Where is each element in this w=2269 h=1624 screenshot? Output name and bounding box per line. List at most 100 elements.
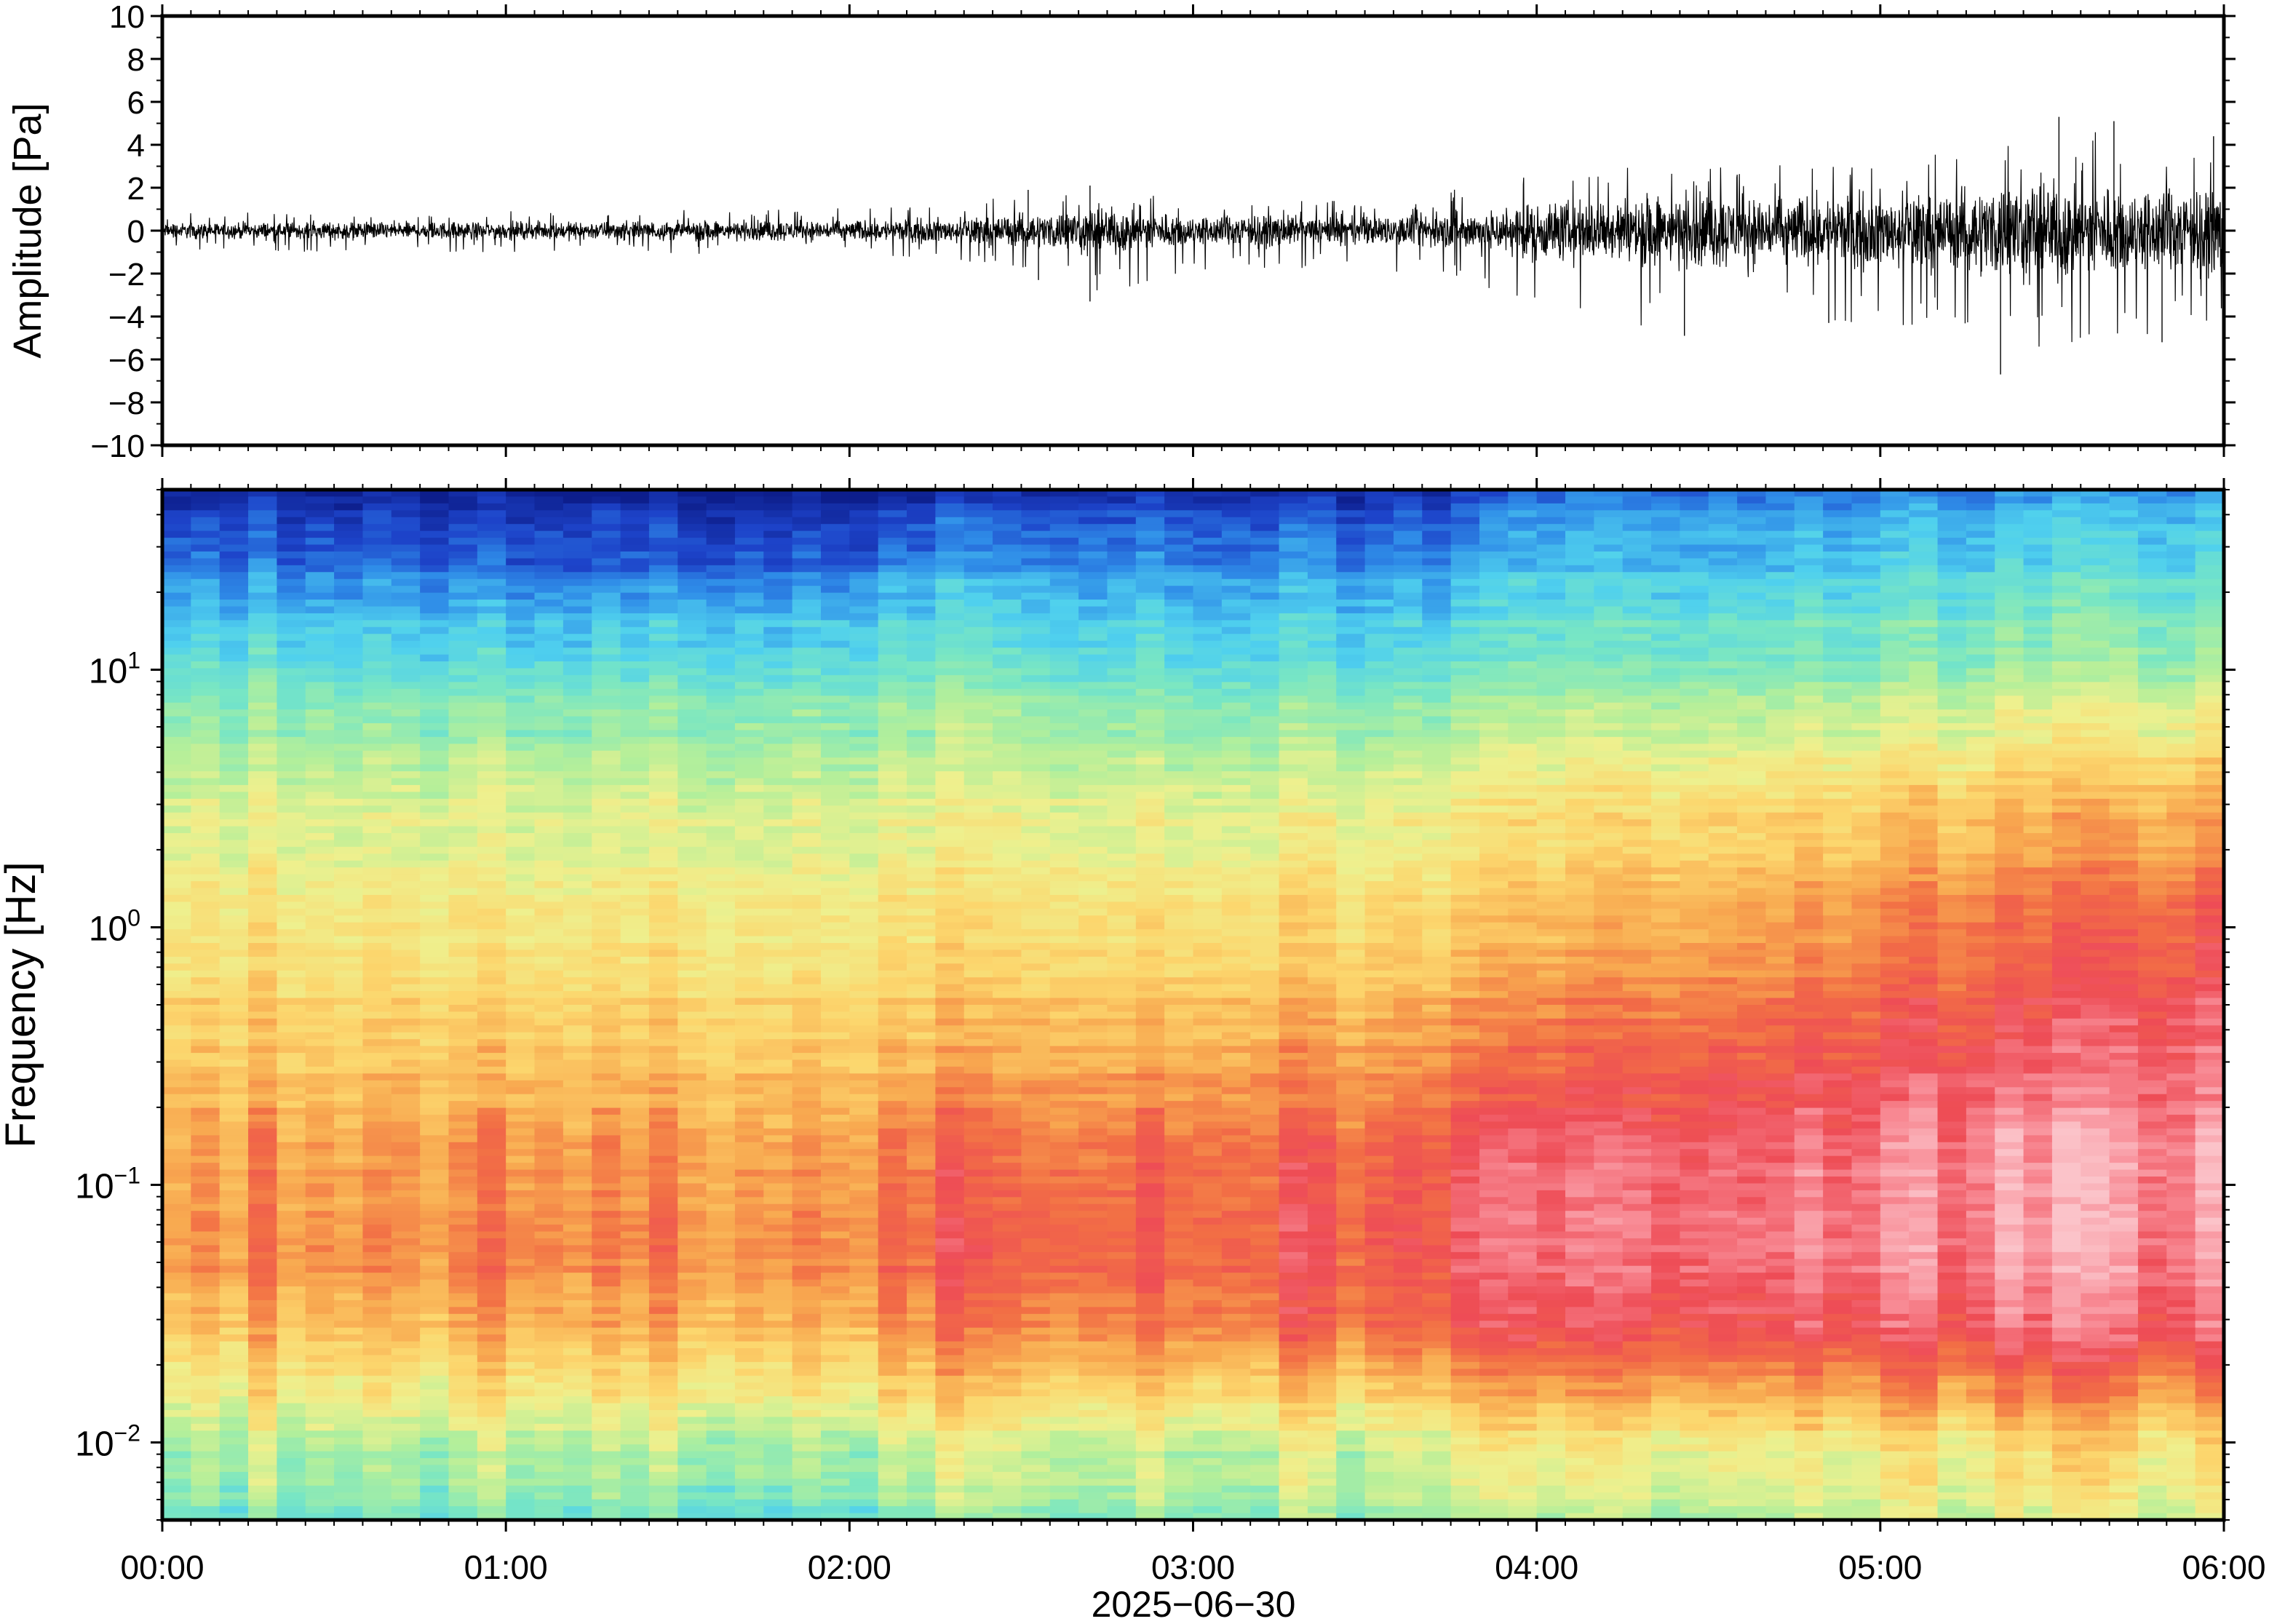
spectrogram-cell <box>506 696 536 704</box>
spectrogram-cell <box>1508 936 1538 944</box>
spectrogram-cell <box>1135 901 1165 909</box>
spectrogram-cell <box>1966 867 1996 875</box>
spectrogram-cell <box>2109 682 2139 690</box>
spectrogram-cell <box>448 936 478 944</box>
spectrogram-cell <box>1078 510 1108 518</box>
spectrogram-cell <box>1221 736 1251 745</box>
spectrogram-cell <box>1336 750 1366 758</box>
spectrogram-cell <box>1966 490 1996 498</box>
spectrogram-cell <box>1508 744 1538 752</box>
spectrogram-cell <box>448 565 478 573</box>
spectrogram-cell <box>1193 798 1223 807</box>
spectrogram-cell <box>477 778 506 786</box>
spectrogram-cell <box>648 723 679 731</box>
spectrogram-cell <box>1651 929 1681 937</box>
spectrogram-cell <box>1708 640 1738 648</box>
spectrogram-cell <box>1078 530 1108 538</box>
spectrogram-cell <box>2081 490 2110 498</box>
spectrogram-cell <box>448 744 478 752</box>
spectrogram-cell <box>477 881 506 889</box>
spectrogram-cell <box>1794 530 1824 538</box>
spectrogram-cell <box>1995 530 2024 538</box>
spectrogram-cell <box>448 846 478 855</box>
spectrogram-cell <box>935 558 965 566</box>
spectrogram-cell <box>277 503 306 512</box>
spectrogram-cell <box>1393 764 1423 772</box>
spectrogram-cell <box>219 558 249 566</box>
spectrogram-cell <box>1078 757 1108 765</box>
spectrogram-cell <box>1107 716 1137 724</box>
spectrogram-cell <box>477 661 506 669</box>
spectrogram-cell <box>248 750 278 758</box>
waveform-ytick-label: 6 <box>127 85 145 121</box>
spectrogram-cell <box>362 620 392 628</box>
spectrogram-cell <box>1680 640 1709 648</box>
spectrogram-cell <box>1851 648 1881 656</box>
spectrogram-cell <box>1193 853 1223 861</box>
spectrogram-cell <box>1995 819 2024 827</box>
spectrogram-cell <box>563 578 593 586</box>
spectrogram-cell <box>677 901 707 909</box>
spectrogram-cell <box>2195 538 2225 546</box>
spectrogram-cell <box>1823 908 1853 917</box>
spectrogram-cell <box>1393 654 1423 662</box>
spectrogram-cell <box>191 888 220 896</box>
spectrogram-cell <box>420 668 450 676</box>
spectrogram-cell <box>1021 894 1051 903</box>
spectrogram-cell <box>448 840 478 848</box>
spectrogram-cell <box>1250 606 1280 614</box>
spectrogram-cell <box>1422 846 1452 855</box>
spectrogram-cell <box>162 888 192 896</box>
spectrogram-cell <box>1680 634 1709 642</box>
spectrogram-cell <box>334 757 364 765</box>
spectrogram-cell <box>935 792 965 800</box>
spectrogram-cell <box>1995 805 2024 813</box>
spectrogram-cell <box>162 812 192 820</box>
spectrogram-cell <box>2195 874 2225 882</box>
spectrogram-cell <box>1622 819 1652 827</box>
spectrogram-cell <box>1737 723 1767 731</box>
spectrogram-cell <box>1708 750 1738 758</box>
spectrogram-cell <box>448 586 478 594</box>
spectrogram-cell <box>1135 888 1165 896</box>
spectrogram-cell <box>2166 696 2196 704</box>
spectrogram-cell <box>391 922 421 930</box>
spectrogram-cell <box>305 784 335 793</box>
spectrogram-cell <box>1336 640 1366 648</box>
spectrogram-cell <box>191 805 220 813</box>
spectrogram-cell <box>734 784 765 793</box>
spectrogram-cell <box>506 812 536 820</box>
spectrogram-cell <box>219 524 249 532</box>
spectrogram-cell <box>1708 592 1738 600</box>
spectrogram-cell <box>506 490 536 498</box>
spectrogram-cell <box>1594 517 1624 525</box>
spectrogram-cell <box>878 634 907 642</box>
spectrogram-cell <box>1765 922 1795 930</box>
spectrogram-cell <box>993 586 1022 594</box>
spectrogram-cell <box>1794 922 1824 930</box>
spectrogram-cell <box>277 778 306 786</box>
spectrogram-cell <box>1479 798 1509 807</box>
spectrogram-cell <box>620 620 650 628</box>
spectrogram-cell <box>963 592 993 600</box>
spectrogram-cell <box>963 661 993 669</box>
spectrogram-cell <box>592 819 621 827</box>
spectrogram-cell <box>648 702 679 710</box>
spectrogram-cell <box>1909 833 1939 841</box>
spectrogram-cell <box>1880 668 1910 676</box>
spectrogram-cell <box>448 688 478 696</box>
spectrogram-cell <box>648 771 679 779</box>
spectrogram-cell <box>305 730 335 738</box>
spectrogram-cell <box>1622 833 1652 841</box>
spectrogram-cell <box>477 929 506 937</box>
spectrogram-cell <box>1937 736 1967 745</box>
spectrogram-cell <box>448 640 478 648</box>
spectrogram-cell <box>1479 530 1509 538</box>
spectrogram-cell <box>534 572 564 580</box>
spectrogram-cell <box>1880 592 1910 600</box>
spectrogram-cell <box>1508 648 1538 656</box>
spectrogram-cell <box>2137 798 2168 807</box>
spectrogram-cell <box>1279 826 1308 834</box>
spectrogram-cell <box>1737 860 1767 868</box>
spectrogram-cell <box>592 771 621 779</box>
